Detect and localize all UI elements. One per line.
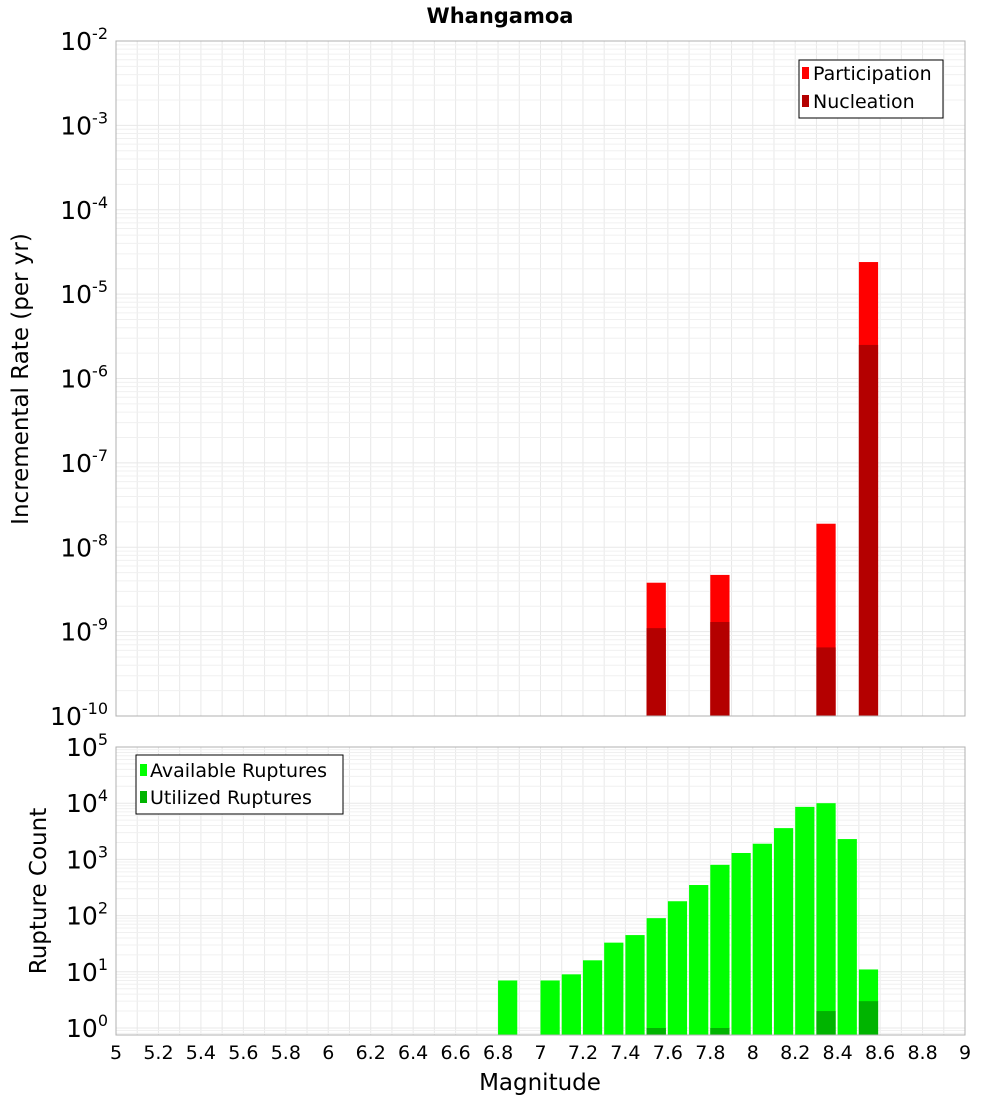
magnitude-x-tick-label: 6	[322, 1042, 334, 1064]
magnitude-x-tick-label: 5.8	[271, 1042, 301, 1064]
magnitude-x-tick-label: 7.8	[695, 1042, 725, 1064]
count-y-tick-label: 104	[66, 786, 108, 818]
magnitude-x-tick-label: 8	[747, 1042, 759, 1064]
available-ruptures-bar	[625, 935, 645, 1035]
nucleation-legend-swatch	[802, 95, 809, 107]
magnitude-x-axis-label: Magnitude	[479, 1070, 601, 1096]
chart-title: Whangamoa	[427, 4, 574, 28]
utilized-ruptures-bar	[646, 1027, 666, 1035]
rate-legend: Participation Nucleation	[798, 59, 944, 119]
participation-legend-swatch	[802, 67, 809, 79]
rate-y-tick-label: 10-8	[60, 530, 108, 562]
count-y-axis-label: Rupture Count	[26, 808, 52, 974]
participation-legend-label: Participation	[813, 63, 932, 85]
rate-legend-box	[798, 59, 944, 119]
rate-y-tick-label: 10-4	[60, 193, 108, 225]
available-ruptures-bar	[582, 960, 603, 1035]
available-ruptures-bar	[604, 942, 624, 1035]
magnitude-x-tick-label: 6.8	[483, 1042, 513, 1064]
available-ruptures-bar	[667, 901, 688, 1035]
count-panel: 100 101 102 103 104 105 5 5.2 5.4 5.6 5.8 6 6.2 6.4 6…	[26, 730, 971, 1096]
rate-panel: 10-10 10-9 10-8 10-7 10-6 10-5 10-4 10-3 10-2 In…	[8, 24, 966, 731]
magnitude-x-tick-label: 8.8	[907, 1042, 937, 1064]
rate-plot-frame	[115, 40, 966, 717]
available-ruptures-legend-label: Available Ruptures	[150, 760, 327, 782]
utilized-ruptures-legend-swatch	[140, 791, 147, 803]
available-ruptures-bar	[752, 843, 772, 1035]
count-plot-frame	[115, 746, 966, 1036]
rate-y-tick-labels: 10-10 10-9 10-8 10-7 10-6 10-5 10-4 10-3 10-2	[50, 24, 108, 731]
magnitude-x-tick-label: 7.6	[653, 1042, 683, 1064]
available-ruptures-bar	[498, 980, 518, 1035]
available-ruptures-bar	[816, 803, 836, 1035]
available-ruptures-bar	[561, 974, 581, 1035]
rate-bars	[646, 262, 879, 716]
magnitude-x-tick-label: 8.4	[823, 1042, 853, 1064]
magnitude-x-tick-label: 5	[110, 1042, 122, 1064]
available-ruptures-legend-swatch	[140, 764, 147, 776]
utilized-ruptures-bar	[710, 1027, 730, 1035]
rate-y-tick-label: 10-2	[60, 24, 108, 56]
count-legend: Available Ruptures Utilized Ruptures	[135, 754, 344, 815]
count-y-tick-label: 103	[66, 842, 108, 874]
rate-y-tick-label: 10-9	[60, 615, 108, 647]
count-legend-box	[135, 754, 344, 815]
count-y-tick-label: 101	[66, 955, 108, 987]
magnitude-x-tick-label: 5.6	[228, 1042, 258, 1064]
nucleation-bar	[710, 622, 730, 716]
available-ruptures-bar	[795, 806, 815, 1035]
available-ruptures-bar	[540, 980, 560, 1035]
magnitude-x-tick-label: 7.4	[610, 1042, 640, 1064]
rate-y-axis-label: Incremental Rate (per yr)	[8, 233, 34, 525]
rate-y-tick-label: 10-7	[60, 446, 108, 478]
count-y-tick-label: 102	[66, 899, 108, 931]
utilized-ruptures-legend-label: Utilized Ruptures	[150, 787, 312, 809]
magnitude-x-tick-label: 8.6	[865, 1042, 895, 1064]
rate-y-tick-label: 10-3	[60, 108, 108, 140]
magnitude-x-tick-label: 6.4	[398, 1042, 428, 1064]
count-bars	[498, 803, 879, 1035]
rate-gridlines	[115, 40, 966, 717]
magnitude-x-tick-label: 6.6	[440, 1042, 470, 1064]
available-ruptures-bar	[731, 852, 751, 1035]
available-ruptures-bar	[837, 839, 857, 1035]
nucleation-bar	[858, 344, 879, 716]
count-y-tick-label: 105	[66, 730, 108, 762]
available-ruptures-bar	[773, 828, 794, 1035]
available-ruptures-bar	[689, 885, 709, 1035]
magnitude-x-tick-labels: 5 5.2 5.4 5.6 5.8 6 6.2 6.4 6.6 6.8 7 7.2 7.4 7.6 7.8 8…	[110, 1042, 971, 1064]
rate-y-tick-label: 10-5	[60, 277, 108, 309]
magnitude-x-tick-label: 6.2	[356, 1042, 386, 1064]
utilized-ruptures-bar	[858, 1001, 879, 1035]
magnitude-x-tick-label: 7.2	[568, 1042, 598, 1064]
magnitude-x-tick-label: 9	[959, 1042, 971, 1064]
count-y-tick-labels: 100 101 102 103 104 105	[66, 730, 108, 1043]
nucleation-legend-label: Nucleation	[813, 91, 915, 113]
magnitude-x-tick-label: 5.4	[186, 1042, 216, 1064]
magnitude-x-tick-label: 5.2	[143, 1042, 173, 1064]
count-y-tick-label: 100	[66, 1011, 108, 1043]
nucleation-bar	[646, 628, 666, 716]
magnitude-x-tick-label: 7	[534, 1042, 546, 1064]
available-ruptures-bar	[710, 864, 730, 1035]
rate-y-tick-label: 10-10	[50, 699, 108, 731]
magnitude-x-tick-label: 8.2	[780, 1042, 810, 1064]
utilized-ruptures-bar	[816, 1011, 836, 1035]
nucleation-bar	[816, 647, 836, 716]
available-ruptures-bar	[646, 918, 666, 1035]
rate-y-tick-label: 10-6	[60, 362, 108, 394]
